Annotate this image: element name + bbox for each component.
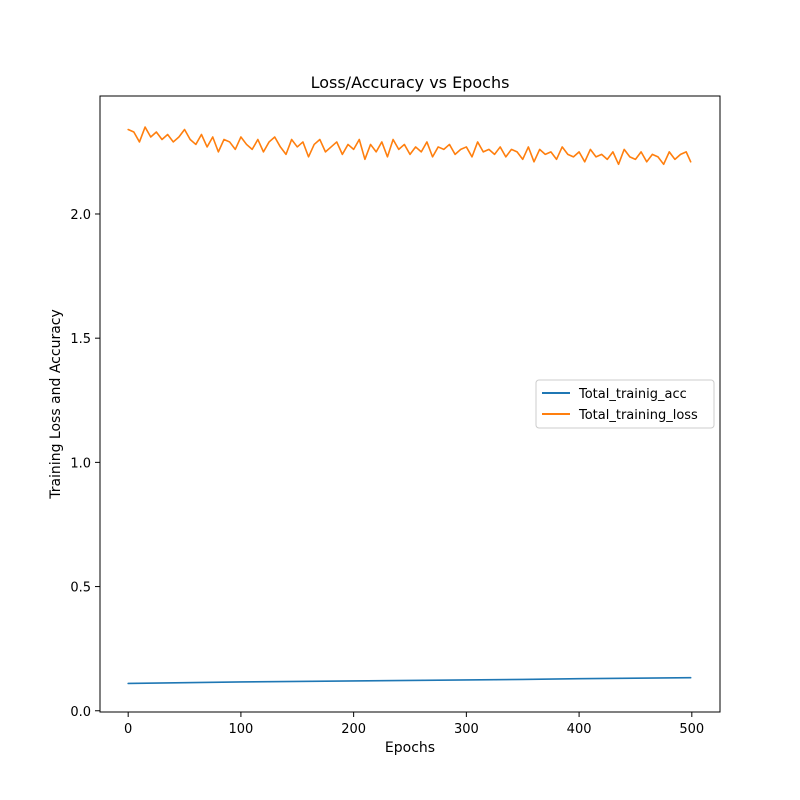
y-tick-label: 1.0 xyxy=(70,456,91,471)
series-line-loss xyxy=(127,126,692,166)
y-tick-label: 2.0 xyxy=(70,208,91,223)
x-tick-label: 200 xyxy=(341,722,366,737)
y-axis-label: Training Loss and Accuracy xyxy=(48,309,64,500)
legend-entry-label: Total_trainig_acc xyxy=(578,387,687,402)
x-tick-label: 400 xyxy=(567,722,592,737)
axis-ticks: 0 100 200 300 400 500 0.0 0.5 1.0 1.5 2.0 xyxy=(70,208,704,737)
x-tick-label: 0 xyxy=(124,722,132,737)
legend-entry-label: Total_training_loss xyxy=(578,408,698,423)
series-lines xyxy=(127,126,692,685)
series-line-accuracy xyxy=(127,676,692,685)
y-tick-label: 0.5 xyxy=(70,581,91,596)
y-tick-label: 0.0 xyxy=(70,705,91,720)
chart-title: Loss/Accuracy vs Epochs xyxy=(311,73,510,92)
plot-frame xyxy=(99,95,721,713)
x-tick-label: 500 xyxy=(679,722,704,737)
y-tick-label: 1.5 xyxy=(70,332,91,347)
x-axis-label: Epochs xyxy=(385,740,435,756)
x-tick-label: 100 xyxy=(228,722,253,737)
x-tick-label: 300 xyxy=(454,722,479,737)
legend: Total_trainig_acc Total_training_loss xyxy=(535,379,715,429)
legend-box xyxy=(535,379,715,429)
